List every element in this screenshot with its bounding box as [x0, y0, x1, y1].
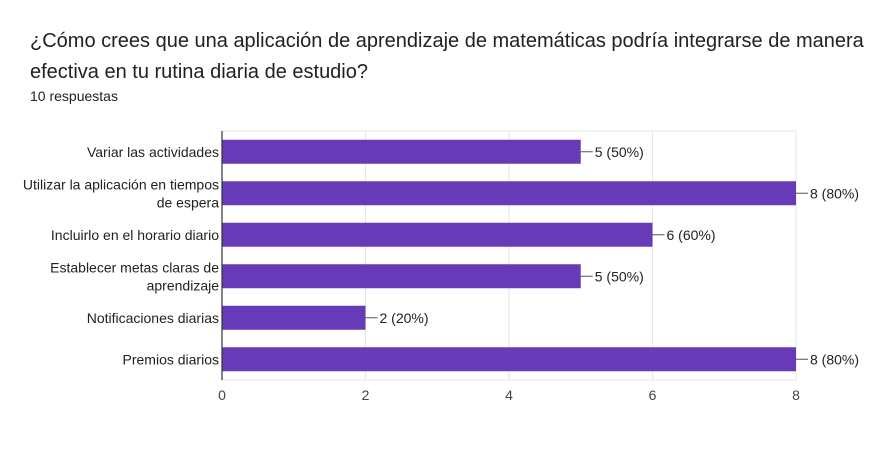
bar-3 [222, 264, 581, 289]
category-label-2: Incluirlo en el horario diario [51, 227, 219, 243]
category-label-0: Variar las actividades [87, 144, 219, 160]
grid-lines [222, 130, 797, 381]
data-label-0: 5 (50%) [595, 144, 644, 160]
labels: 0 2 4 6 8 5 (50%) Variar las actividades 8 (80%… [23, 144, 859, 403]
data-label-5: 8 (80%) [810, 351, 859, 367]
category-label-line: Utilizar la aplicación en tiempos [23, 176, 219, 192]
category-label-1: Utilizar la aplicación en tiempos de espe… [23, 176, 219, 210]
category-label-line: Variar las actividades [87, 144, 219, 160]
category-label-line: Incluirlo en el horario diario [51, 227, 219, 243]
category-label-line: Establecer metas claras de [50, 259, 219, 275]
data-label-3: 5 (50%) [595, 268, 644, 284]
category-label-line: Premios diarios [123, 351, 219, 367]
x-tick-label-2: 2 [362, 387, 370, 403]
x-tick-label-4: 4 [505, 387, 513, 403]
x-tick-label-0: 0 [218, 387, 226, 403]
category-label-4: Notificaciones diarias [87, 310, 219, 326]
category-label-line: de espera [157, 194, 219, 210]
bar-1 [222, 181, 796, 206]
bar-2 [222, 222, 653, 247]
bar-0 [222, 139, 581, 164]
data-label-1: 8 (80%) [810, 185, 859, 201]
bars [222, 139, 796, 372]
category-label-5: Premios diarios [123, 351, 219, 367]
question-title: ¿Cómo crees que una aplicación de aprend… [30, 30, 864, 83]
category-label-line: Notificaciones diarias [87, 310, 219, 326]
data-label-4: 2 (20%) [380, 310, 429, 326]
bar-5 [222, 347, 796, 372]
bar-4 [222, 305, 366, 330]
x-tick-label-6: 6 [649, 387, 657, 403]
x-tick-label-8: 8 [792, 387, 800, 403]
category-label-line: aprendizaje [147, 277, 220, 293]
response-count: 10 respuestas [30, 88, 118, 104]
category-label-3: Establecer metas claras de aprendizaje [50, 259, 219, 293]
data-label-2: 6 (60%) [667, 227, 716, 243]
